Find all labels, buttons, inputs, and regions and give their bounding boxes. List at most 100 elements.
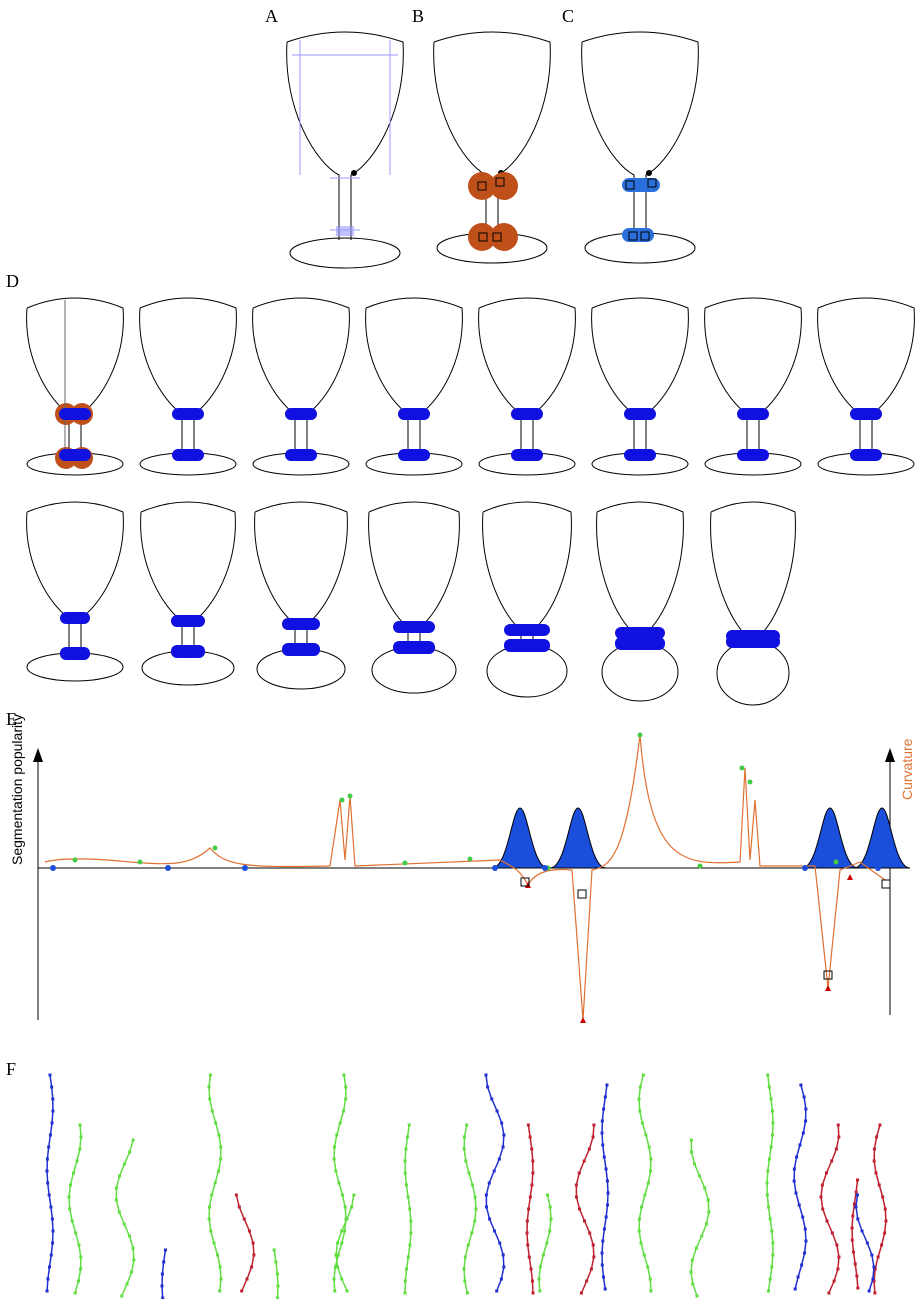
trace-node [335, 1134, 338, 1137]
trace-node [825, 1172, 828, 1175]
y-axis-label: Segmentation popularity [9, 714, 25, 865]
trace-node [333, 1146, 336, 1149]
handle [882, 880, 890, 888]
min-point [580, 1017, 586, 1023]
segment-band [398, 449, 430, 461]
trace-node [128, 1235, 131, 1238]
trace-node [821, 1184, 824, 1187]
trace-node [526, 1220, 529, 1223]
segment-band [282, 618, 320, 630]
trace-node [276, 1285, 279, 1288]
trace [602, 1085, 608, 1289]
figure: A B C D E F Segmentation popularity Curv… [0, 0, 918, 1299]
glass-outline [597, 502, 684, 645]
trace-node [336, 1266, 339, 1269]
trace-node [770, 1266, 773, 1269]
trace-node [209, 1230, 212, 1233]
trace-node [72, 1172, 75, 1175]
trace-node [606, 1180, 609, 1183]
max-point [740, 766, 745, 771]
segment-band [504, 639, 550, 652]
trace-node [851, 1239, 854, 1242]
trace-node [118, 1211, 121, 1214]
trace-node [276, 1273, 279, 1276]
trace-node [333, 1158, 336, 1161]
trace-node [210, 1194, 213, 1197]
popularity-bump [550, 808, 606, 868]
trace-node [493, 1170, 496, 1173]
trace-node [769, 1278, 772, 1281]
trace-node [471, 1184, 474, 1187]
trace-node [769, 1218, 772, 1221]
trace-node [766, 1170, 769, 1173]
trace-node [690, 1271, 693, 1274]
max-point [638, 733, 643, 738]
trace-node [588, 1232, 591, 1235]
trace-node [273, 1249, 276, 1252]
max-point [748, 780, 753, 785]
trace-node [217, 1170, 220, 1173]
trace-node [856, 1194, 859, 1197]
trace-node [639, 1086, 642, 1089]
anchor-point [351, 170, 357, 176]
handle [578, 890, 586, 898]
trace-node [602, 1108, 605, 1111]
trace-node [649, 1278, 652, 1281]
trace-node [500, 1278, 503, 1281]
glass-outline [434, 32, 551, 235]
trace-node [793, 1180, 796, 1183]
trace-node [71, 1220, 74, 1223]
trace-node [132, 1259, 135, 1262]
trace-node [530, 1268, 533, 1271]
trace-node [467, 1244, 470, 1247]
trace-node [465, 1124, 468, 1127]
segment-band [511, 449, 543, 461]
trace-node [214, 1122, 217, 1125]
popularity-bump [802, 808, 858, 868]
trace-node [695, 1247, 698, 1250]
trace-node [606, 1204, 609, 1207]
trace-node [604, 1288, 607, 1291]
trace-node [248, 1230, 251, 1233]
max-point [698, 864, 703, 869]
trace-node [643, 1194, 646, 1197]
trace-node [538, 1290, 541, 1293]
trace-node [344, 1206, 347, 1209]
trace-node [649, 1170, 652, 1173]
trace-node [638, 1110, 641, 1113]
trace-node [766, 1194, 769, 1197]
trace-node [68, 1208, 71, 1211]
trace-node [486, 1086, 489, 1089]
trace-node [643, 1254, 646, 1257]
trace-node [771, 1122, 774, 1125]
panel-label: A [265, 6, 278, 26]
trace-node [485, 1074, 488, 1077]
glass-outline [253, 298, 350, 455]
trace-node [219, 1266, 222, 1269]
trace-node [213, 1242, 216, 1245]
trace-node [821, 1208, 824, 1211]
segment-band [60, 647, 90, 660]
trace-node [466, 1292, 469, 1295]
trace-node [209, 1074, 212, 1077]
segment-band [393, 641, 435, 654]
trace-node [575, 1196, 578, 1199]
trace-node [835, 1148, 838, 1151]
trace-node [352, 1194, 355, 1197]
glass-foot [290, 238, 400, 268]
trace-node [531, 1172, 534, 1175]
trace-node [853, 1203, 856, 1206]
segment-band [282, 643, 320, 656]
trace-node [219, 1158, 222, 1161]
zero-point [875, 865, 881, 871]
trace-node [527, 1124, 530, 1127]
trace-node [408, 1244, 411, 1247]
trace-node [238, 1206, 241, 1209]
trace-node [545, 1242, 548, 1245]
trace-node [870, 1254, 873, 1257]
trace-node [793, 1168, 796, 1171]
trace-node [698, 1175, 701, 1178]
trace-node [218, 1290, 221, 1293]
trace-node [693, 1163, 696, 1166]
segment-band [726, 635, 780, 648]
